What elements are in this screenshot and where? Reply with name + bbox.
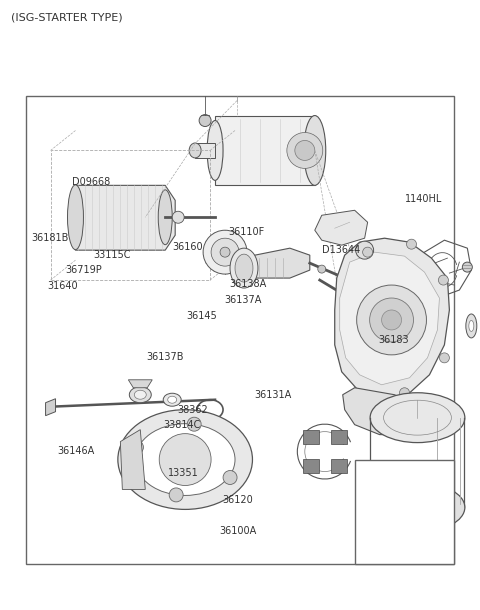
Polygon shape (335, 238, 449, 400)
Circle shape (159, 434, 211, 486)
Polygon shape (303, 431, 319, 445)
Circle shape (348, 280, 378, 310)
Circle shape (203, 230, 247, 274)
Circle shape (169, 488, 183, 502)
Bar (25, 96, 455, 564)
Circle shape (356, 241, 373, 259)
Bar (50, 151, 210, 280)
Polygon shape (315, 210, 368, 245)
Circle shape (462, 262, 472, 272)
Ellipse shape (235, 254, 253, 282)
Polygon shape (46, 399, 56, 415)
Ellipse shape (230, 248, 258, 288)
Ellipse shape (68, 185, 84, 249)
Ellipse shape (381, 246, 408, 264)
Text: D09668: D09668 (72, 177, 110, 187)
Text: 36100A: 36100A (219, 526, 256, 536)
Circle shape (318, 265, 326, 273)
Text: 33814C: 33814C (163, 420, 201, 431)
Circle shape (287, 132, 323, 168)
Circle shape (211, 238, 239, 266)
Polygon shape (340, 252, 439, 385)
Polygon shape (384, 489, 392, 512)
Ellipse shape (158, 190, 172, 245)
Ellipse shape (466, 314, 477, 338)
Ellipse shape (163, 393, 181, 406)
Polygon shape (215, 115, 315, 185)
Text: 36137B: 36137B (147, 352, 184, 362)
Text: 36137A: 36137A (225, 295, 262, 305)
Ellipse shape (134, 390, 146, 399)
Ellipse shape (207, 121, 223, 181)
Text: 33115C: 33115C (93, 250, 131, 260)
Text: 13351: 13351 (168, 468, 199, 478)
Circle shape (357, 285, 426, 355)
Polygon shape (71, 185, 175, 250)
Ellipse shape (118, 410, 252, 509)
Ellipse shape (304, 115, 326, 185)
Polygon shape (331, 459, 347, 473)
Polygon shape (343, 388, 420, 434)
Circle shape (357, 289, 369, 301)
Ellipse shape (386, 250, 403, 260)
Text: 36146A: 36146A (57, 446, 95, 456)
Circle shape (199, 115, 211, 126)
Polygon shape (232, 248, 310, 278)
Circle shape (407, 239, 417, 249)
Circle shape (220, 247, 230, 257)
Text: 31640: 31640 (48, 281, 78, 290)
Ellipse shape (168, 396, 177, 403)
Polygon shape (195, 143, 215, 159)
Text: D13644: D13644 (323, 245, 360, 255)
Text: 36145: 36145 (186, 311, 217, 321)
Circle shape (130, 440, 144, 454)
Ellipse shape (370, 483, 465, 533)
Circle shape (439, 353, 449, 363)
Circle shape (223, 470, 237, 484)
Text: 36183: 36183 (379, 335, 409, 345)
Ellipse shape (469, 320, 474, 331)
Text: 36181B: 36181B (32, 233, 69, 243)
Ellipse shape (370, 393, 465, 443)
Circle shape (438, 275, 448, 285)
Circle shape (370, 298, 413, 342)
Circle shape (339, 271, 386, 319)
Polygon shape (331, 431, 347, 445)
Polygon shape (128, 380, 152, 388)
Circle shape (172, 211, 184, 223)
Text: 1140HL: 1140HL (405, 193, 443, 204)
Text: 36138A: 36138A (229, 279, 267, 289)
Ellipse shape (129, 387, 151, 403)
Text: 36719P: 36719P (65, 265, 102, 275)
Bar (355, 459, 455, 564)
Polygon shape (303, 459, 319, 473)
Ellipse shape (406, 407, 423, 432)
Text: 36160: 36160 (172, 242, 203, 252)
Text: 38362: 38362 (178, 404, 208, 415)
Circle shape (295, 140, 315, 160)
Text: (ISG-STARTER TYPE): (ISG-STARTER TYPE) (11, 13, 122, 23)
Text: 36131A: 36131A (254, 390, 292, 400)
Ellipse shape (135, 424, 235, 495)
Circle shape (187, 417, 201, 431)
Text: 36110F: 36110F (228, 227, 264, 237)
Text: 36120: 36120 (222, 495, 253, 504)
Circle shape (363, 247, 372, 257)
Ellipse shape (189, 143, 201, 158)
Polygon shape (120, 429, 145, 489)
Circle shape (399, 388, 409, 398)
Circle shape (382, 310, 402, 330)
